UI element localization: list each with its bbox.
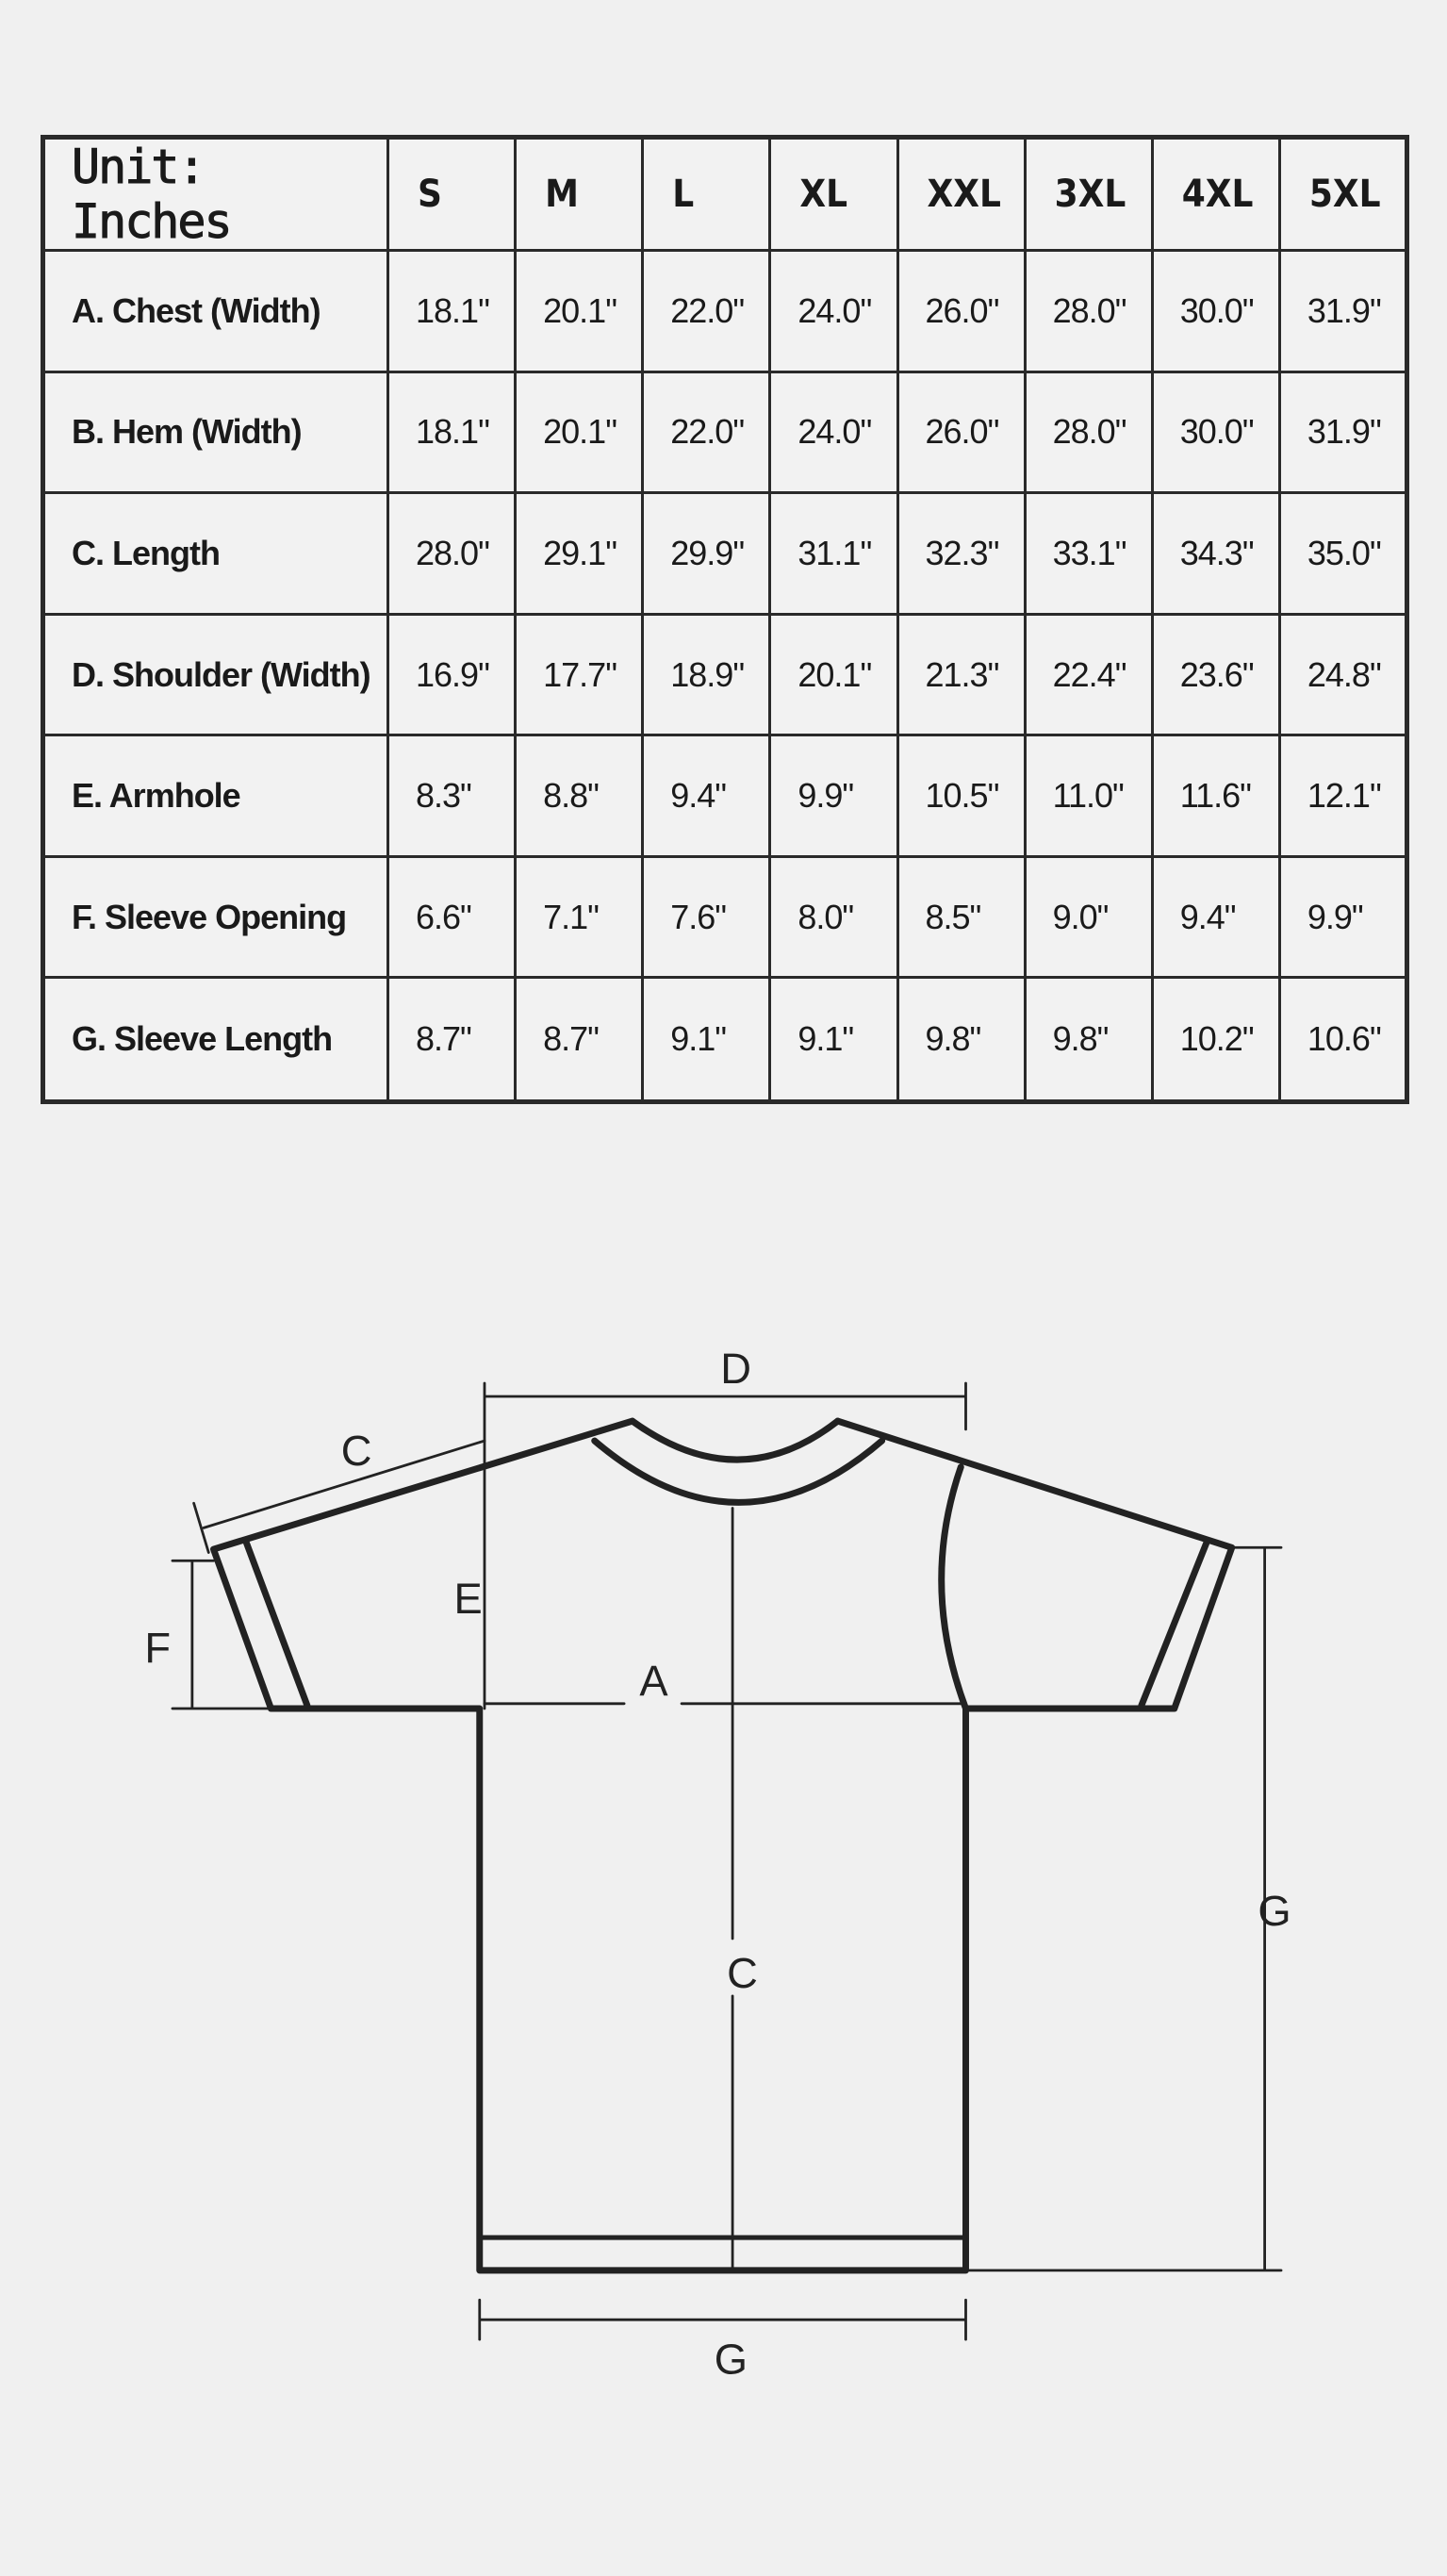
measurement-value: 34.3" bbox=[1150, 491, 1281, 616]
measurement-value: 8.0" bbox=[768, 854, 899, 980]
measurement-value: 31.1" bbox=[768, 491, 899, 616]
label-a: A bbox=[639, 1657, 668, 1705]
measurement-value: 23.6" bbox=[1150, 612, 1281, 737]
label-e: E bbox=[453, 1575, 482, 1623]
measurement-value: 8.7" bbox=[386, 976, 518, 1103]
measurement-value: 9.1" bbox=[641, 976, 772, 1103]
measurement-label: D. Shoulder (Width) bbox=[41, 612, 389, 737]
measurement-value: 30.0" bbox=[1150, 249, 1281, 373]
measurement-label: A. Chest (Width) bbox=[41, 249, 389, 373]
measurement-value: 9.4" bbox=[1150, 854, 1281, 980]
table-row: B. Hem (Width) 18.1" 20.1" 22.0" 24.0" 26.0" 2… bbox=[41, 370, 1409, 495]
measurement-value: 9.0" bbox=[1023, 854, 1154, 980]
size-header-m: M bbox=[514, 136, 645, 252]
measurement-value: 9.8" bbox=[896, 976, 1027, 1103]
measurement-value: 24.0" bbox=[768, 370, 899, 495]
measurement-value: 7.1" bbox=[514, 854, 645, 980]
size-header-s: S bbox=[386, 136, 518, 252]
measurement-value: 33.1" bbox=[1023, 491, 1154, 616]
measurement-value: 8.7" bbox=[514, 976, 645, 1103]
measurement-value: 8.3" bbox=[386, 734, 518, 858]
size-header-xxl: XXL bbox=[896, 136, 1027, 252]
label-d: D bbox=[720, 1345, 751, 1393]
measurement-value: 9.9" bbox=[768, 734, 899, 858]
tshirt-outline bbox=[210, 1417, 1236, 2274]
size-header-xl: XL bbox=[768, 136, 899, 252]
dimension-lines bbox=[171, 1381, 1283, 2341]
measurement-value: 20.1" bbox=[514, 370, 645, 495]
measurement-value: 28.0" bbox=[1023, 249, 1154, 373]
measurement-label: G. Sleeve Length bbox=[41, 976, 389, 1103]
measurement-value: 30.0" bbox=[1150, 370, 1281, 495]
measurement-value: 29.9" bbox=[641, 491, 772, 616]
measurement-value: 10.6" bbox=[1277, 976, 1409, 1103]
size-header-4xl: 4XL bbox=[1150, 136, 1281, 252]
measurement-value: 11.0" bbox=[1023, 734, 1154, 858]
measurement-label: E. Armhole bbox=[41, 734, 389, 858]
measurement-label: F. Sleeve Opening bbox=[41, 854, 389, 980]
measurement-value: 11.6" bbox=[1150, 734, 1281, 858]
measurement-value: 20.1" bbox=[768, 612, 899, 737]
measurement-value: 22.0" bbox=[641, 370, 772, 495]
measurement-value: 16.9" bbox=[386, 612, 518, 737]
measurement-value: 9.1" bbox=[768, 976, 899, 1103]
measurement-value: 9.9" bbox=[1277, 854, 1409, 980]
measurement-value: 8.5" bbox=[896, 854, 1027, 980]
label-g-side: G bbox=[1258, 1887, 1291, 1935]
measurement-value: 18.9" bbox=[641, 612, 772, 737]
measurement-value: 32.3" bbox=[896, 491, 1027, 616]
table-row: E. Armhole 8.3" 8.8" 9.4" 9.9" 10.5" 11.0" 11.6… bbox=[41, 734, 1409, 858]
measurement-value: 10.5" bbox=[896, 734, 1027, 858]
measurement-value: 12.1" bbox=[1277, 734, 1409, 858]
measurement-value: 10.2" bbox=[1150, 976, 1281, 1103]
measurement-value: 26.0" bbox=[896, 370, 1027, 495]
measurement-value: 8.8" bbox=[514, 734, 645, 858]
label-c-sleeve: C bbox=[341, 1427, 372, 1475]
measurement-value: 20.1" bbox=[514, 249, 645, 373]
size-chart-table: Unit: Inches S M L XL XXL 3XL 4XL 5XL A. Chest … bbox=[41, 135, 1409, 1104]
measurement-label: C. Length bbox=[41, 491, 389, 616]
measurement-value: 31.9" bbox=[1277, 249, 1409, 373]
measurement-value: 18.1" bbox=[386, 249, 518, 373]
label-c-length: C bbox=[727, 1949, 758, 1997]
table-row: A. Chest (Width) 18.1" 20.1" 22.0" 24.0" 26.0… bbox=[41, 249, 1409, 373]
measurement-value: 28.0" bbox=[386, 491, 518, 616]
measurement-value: 29.1" bbox=[514, 491, 645, 616]
table-row: F. Sleeve Opening 6.6" 7.1" 7.6" 8.0" 8.5" 9.0… bbox=[41, 854, 1409, 980]
table-header-row: Unit: Inches S M L XL XXL 3XL 4XL 5XL bbox=[41, 136, 1409, 252]
measurement-value: 7.6" bbox=[641, 854, 772, 980]
table-row: C. Length 28.0" 29.1" 29.9" 31.1" 32.3" 33.1" 3… bbox=[41, 491, 1409, 616]
label-f: F bbox=[144, 1624, 171, 1672]
size-header-5xl: 5XL bbox=[1277, 136, 1409, 252]
measurement-value: 28.0" bbox=[1023, 370, 1154, 495]
measurement-value: 6.6" bbox=[386, 854, 518, 980]
size-header-3xl: 3XL bbox=[1023, 136, 1154, 252]
table-row: D. Shoulder (Width) 16.9" 17.7" 18.9" 20.1" 2… bbox=[41, 612, 1409, 737]
measurement-value: 24.8" bbox=[1277, 612, 1409, 737]
measurement-value: 21.3" bbox=[896, 612, 1027, 737]
measurement-value: 9.4" bbox=[641, 734, 772, 858]
measurement-value: 31.9" bbox=[1277, 370, 1409, 495]
measurement-value: 22.4" bbox=[1023, 612, 1154, 737]
measurement-value: 26.0" bbox=[896, 249, 1027, 373]
measurement-label: B. Hem (Width) bbox=[41, 370, 389, 495]
table-row: G. Sleeve Length 8.7" 8.7" 9.1" 9.1" 9.8" 9.8"… bbox=[41, 976, 1409, 1103]
label-g-hem: G bbox=[715, 2336, 748, 2384]
measurement-value: 24.0" bbox=[768, 249, 899, 373]
measurement-value: 35.0" bbox=[1277, 491, 1409, 616]
measurement-value: 9.8" bbox=[1023, 976, 1154, 1103]
size-header-l: L bbox=[641, 136, 772, 252]
measurement-value: 18.1" bbox=[386, 370, 518, 495]
measurement-value: 22.0" bbox=[641, 249, 772, 373]
measurement-value: 17.7" bbox=[514, 612, 645, 737]
unit-label: Unit: Inches bbox=[41, 136, 389, 252]
